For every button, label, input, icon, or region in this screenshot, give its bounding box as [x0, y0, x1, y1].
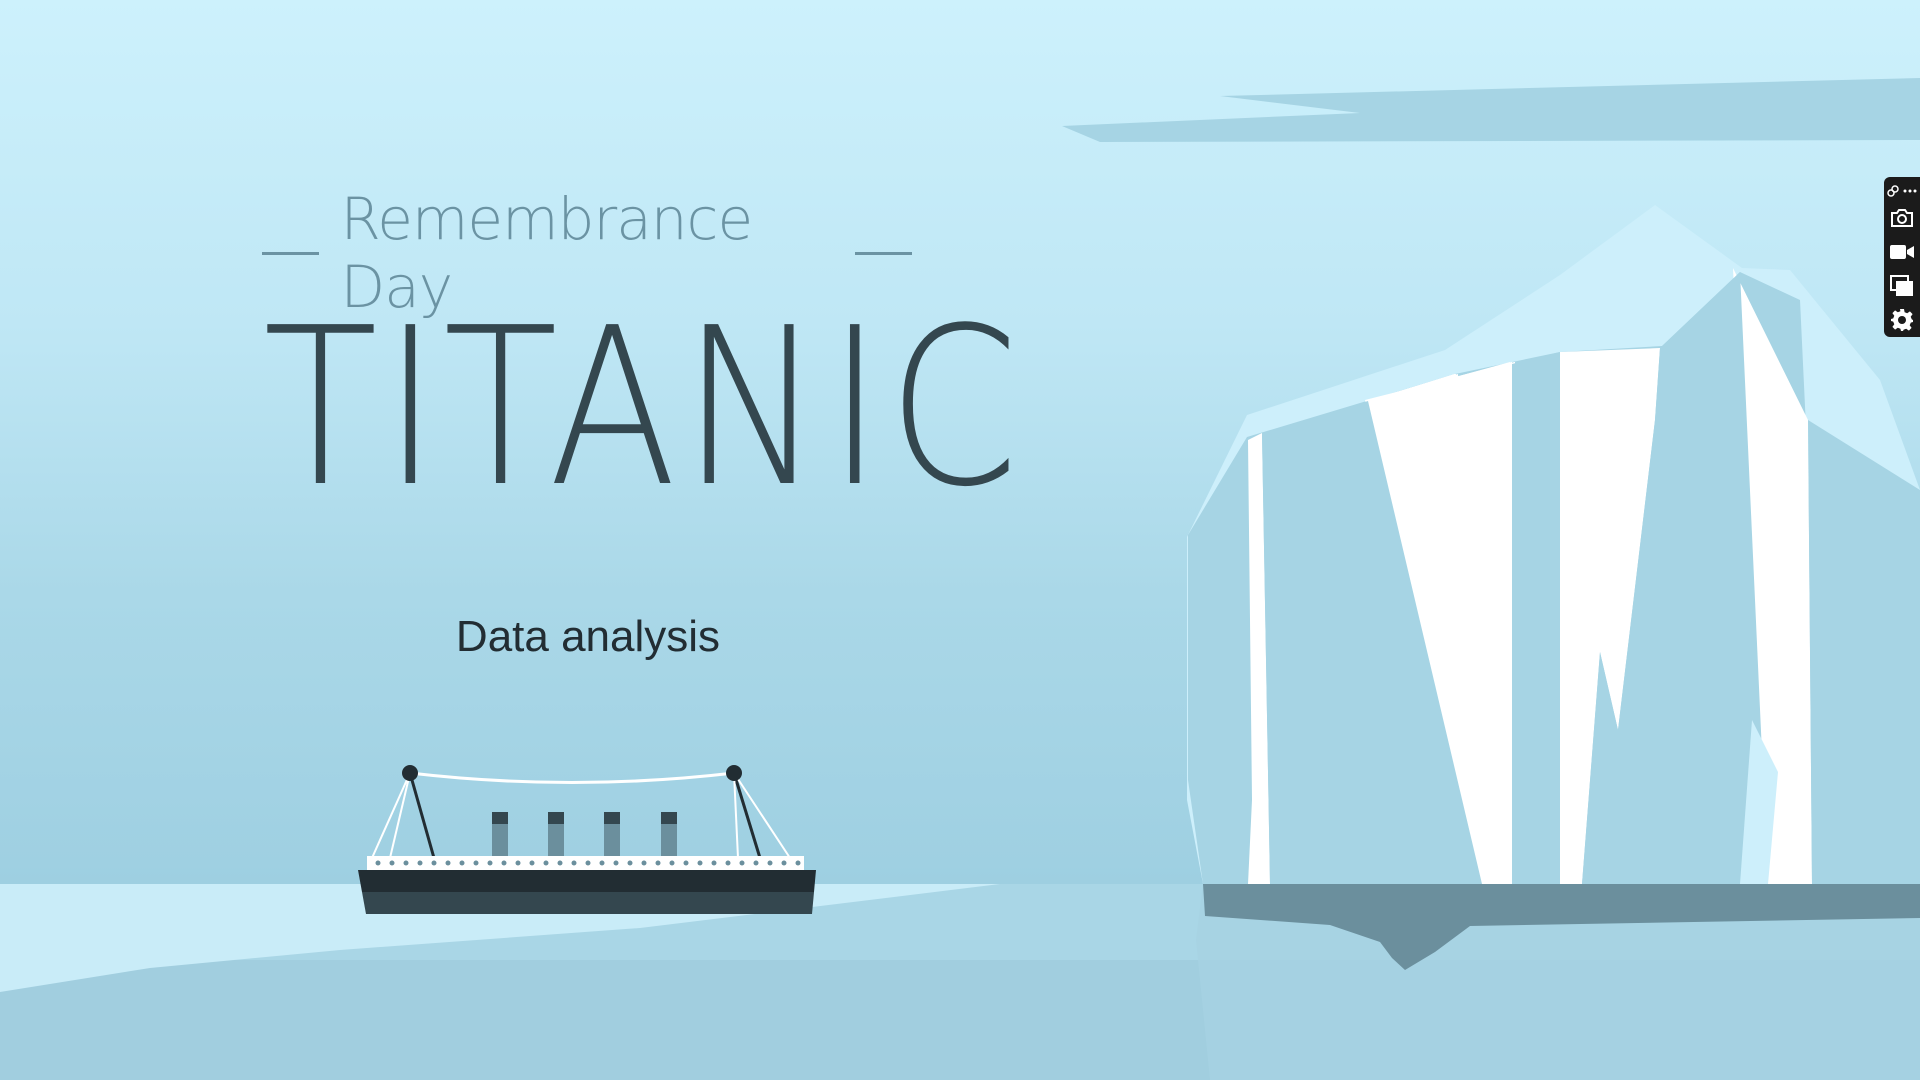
iceberg-highlight: [1248, 433, 1270, 884]
side-toolbar: [1884, 177, 1920, 337]
gear-icon: [1891, 309, 1913, 331]
titanic-ship: [358, 765, 816, 914]
eyebrow-dash-right: [855, 251, 912, 255]
iceberg-white-left: [1368, 364, 1512, 884]
eyebrow: Remembrance Day: [262, 185, 912, 321]
title-block: Remembrance Day TITANIC Data analysis: [0, 0, 1180, 700]
more-icon[interactable]: [1903, 188, 1917, 194]
toolbar-header: [1884, 181, 1920, 201]
link-icon[interactable]: [1887, 185, 1899, 197]
iceberg-shadow: [1203, 884, 1920, 970]
slide-title: TITANIC: [263, 282, 1024, 535]
camera-icon: [1891, 209, 1913, 227]
video-icon: [1890, 245, 1914, 259]
iceberg-far-right: [1808, 420, 1920, 884]
iceberg-white-mid: [1560, 348, 1660, 884]
iceberg-right-notch: [1740, 720, 1778, 884]
slide-tagline: Data analysis: [455, 612, 721, 661]
iceberg-face-left: [1262, 401, 1482, 884]
iceberg-face-right: [1582, 272, 1768, 884]
windows-icon: [1890, 275, 1913, 296]
cloud-streak: [1062, 78, 1920, 142]
settings-button[interactable]: [1884, 303, 1920, 337]
eyebrow-dash-left: [262, 251, 319, 255]
window-capture-button[interactable]: [1884, 269, 1920, 303]
record-video-button[interactable]: [1884, 235, 1920, 269]
iceberg-face-gap: [1512, 352, 1560, 884]
screenshot-button[interactable]: [1884, 201, 1920, 235]
eyebrow-text: Remembrance Day: [340, 185, 754, 321]
